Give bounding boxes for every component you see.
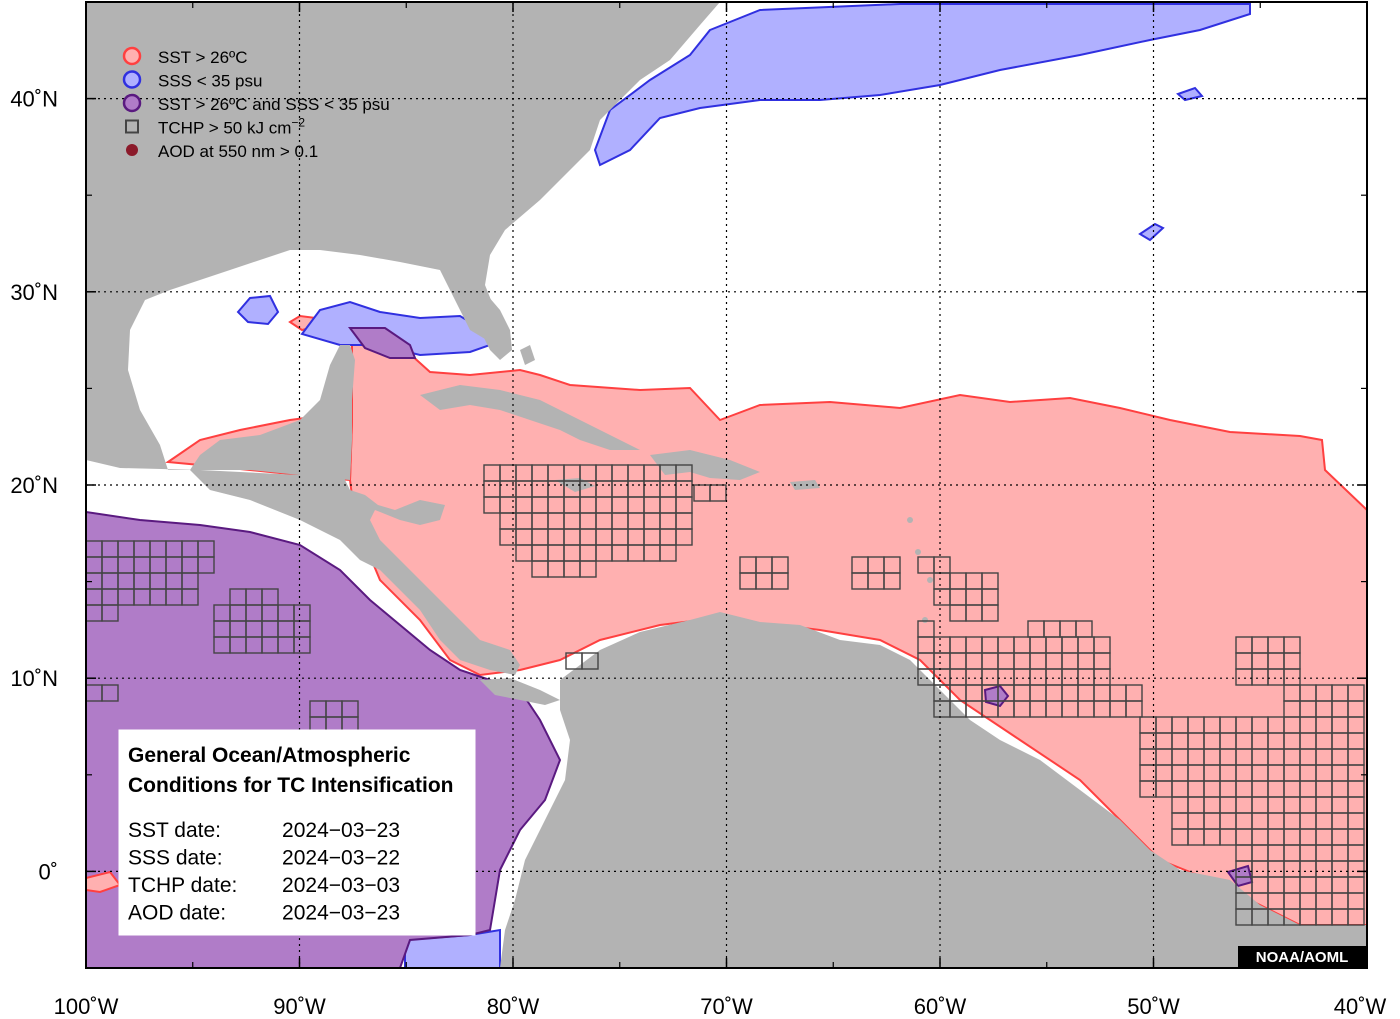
info-row-value-1: 2024−03−22 — [282, 847, 400, 870]
legend-item-1: SSS < 35 psu — [122, 70, 262, 91]
legend-swatch-square — [125, 119, 139, 134]
credit-background — [1238, 946, 1366, 967]
info-row-label-1: SSS date: — [128, 847, 223, 870]
land-south-america — [500, 612, 1367, 968]
legend-swatch-dot — [126, 144, 138, 156]
info-row-value-2: 2024−03−03 — [282, 874, 400, 897]
lat-tick-label-3: 30˚N — [10, 280, 58, 305]
legend: SST > 26ºC SSS < 35 psu SST > 26ºC and SSS… — [122, 46, 390, 161]
tchp-cell — [101, 604, 119, 622]
info-rows: SST date: 2024−03−23 SSS date: 2024−03−22 TC… — [128, 819, 400, 925]
lon-tick-label-1: 90˚W — [273, 994, 326, 1019]
info-row-value-0: 2024−03−23 — [282, 819, 400, 842]
info-title-line1: General Ocean/Atmospheric — [128, 744, 411, 767]
land-florida — [470, 296, 512, 360]
tchp-cell — [981, 604, 999, 622]
info-row-value-3: 2024−03−23 — [282, 902, 400, 925]
both-region-gulf — [348, 327, 417, 359]
info-box-background — [118, 729, 476, 936]
lat-tick-label-2: 20˚N — [10, 473, 58, 498]
lat-tick-label-1: 10˚N — [10, 666, 58, 691]
legend-item-4: AOD at 550 nm > 0.1 — [126, 142, 318, 161]
land — [86, 2, 1367, 968]
info-row-label-0: SST date: — [128, 819, 221, 842]
info-row-label-2: TCHP date: — [128, 874, 237, 897]
tchp-cell — [181, 588, 199, 606]
tchp-cell — [1347, 700, 1365, 718]
info-row-label-3: AOD date: — [128, 902, 226, 925]
lon-tick-label-5: 50˚W — [1127, 994, 1180, 1019]
tchp-cell — [675, 528, 693, 546]
land-panama — [480, 678, 560, 705]
sss-region-gulf-west — [236, 294, 280, 326]
legend-swatch-circle — [122, 70, 142, 89]
legend-label-1: SSS < 35 psu — [158, 72, 262, 91]
sss-region-small-2 — [1176, 86, 1204, 102]
tchp-cell — [261, 588, 279, 606]
info-title-line2: Conditions for TC Intensification — [128, 774, 453, 797]
legend-label-4: AOD at 550 nm > 0.1 — [158, 142, 318, 161]
legend-label-3: TCHP > 50 kJ cm−2 — [158, 116, 305, 138]
land-puerto-rico — [790, 480, 820, 490]
info-box: General Ocean/Atmospheric Conditions for… — [118, 729, 476, 936]
tchp-cell — [579, 560, 597, 578]
legend-swatch-circle — [122, 46, 142, 66]
land-bahamas — [520, 345, 535, 365]
land-antilles-2 — [915, 549, 921, 555]
axis-ticks: 100˚W 90˚W 80˚W 70˚W 60˚W 50˚W 40˚W 0˚ 10˚N 20˚N 3… — [10, 1, 1387, 1019]
tchp-cell — [581, 652, 599, 670]
legend-label-sup: −2 — [291, 116, 305, 130]
legend-item-3: TCHP > 50 kJ cm−2 — [125, 116, 305, 138]
land-hispaniola — [650, 450, 760, 480]
tchp-grid — [86, 464, 1365, 926]
tchp-cell — [659, 544, 677, 562]
legend-item-2: SST > 26ºC and SSS < 35 psu — [122, 93, 390, 114]
credit-text: NOAA/AOML — [1256, 949, 1349, 966]
lon-tick-label-3: 70˚W — [700, 994, 753, 1019]
tchp-cell — [771, 572, 789, 590]
tchp-cell — [1075, 620, 1093, 638]
legend-label-2: SST > 26ºC and SSS < 35 psu — [158, 95, 390, 114]
tchp-cell — [197, 556, 215, 574]
tchp-cell — [1125, 700, 1143, 718]
lon-tick-label-4: 60˚W — [914, 994, 967, 1019]
lon-tick-label-2: 80˚W — [487, 994, 540, 1019]
lat-tick-label-4: 40˚N — [10, 87, 58, 112]
sss-region-north — [593, 3, 1251, 167]
land-cuba — [420, 385, 640, 450]
land-antilles-4 — [922, 617, 928, 623]
lon-tick-label-0: 100˚W — [54, 994, 119, 1019]
tchp-cell — [1347, 908, 1365, 926]
credit-badge: NOAA/AOML — [1238, 946, 1366, 967]
legend-swatch-circle — [122, 93, 142, 113]
legend-label-0: SST > 26ºC — [158, 48, 248, 67]
lon-tick-label-6: 40˚W — [1334, 994, 1387, 1019]
legend-item-0: SST > 26ºC — [122, 46, 248, 67]
tchp-cell — [883, 572, 901, 590]
sss-region-small-1 — [1138, 222, 1165, 242]
tchp-cell — [293, 636, 311, 654]
lat-tick-label-0: 0˚ — [38, 859, 58, 884]
land-antilles-1 — [907, 517, 913, 523]
land-north-america — [86, 2, 720, 675]
tchp-cell — [101, 684, 119, 702]
sst-pacific-coast — [86, 870, 122, 894]
land-antilles-3 — [927, 577, 933, 583]
